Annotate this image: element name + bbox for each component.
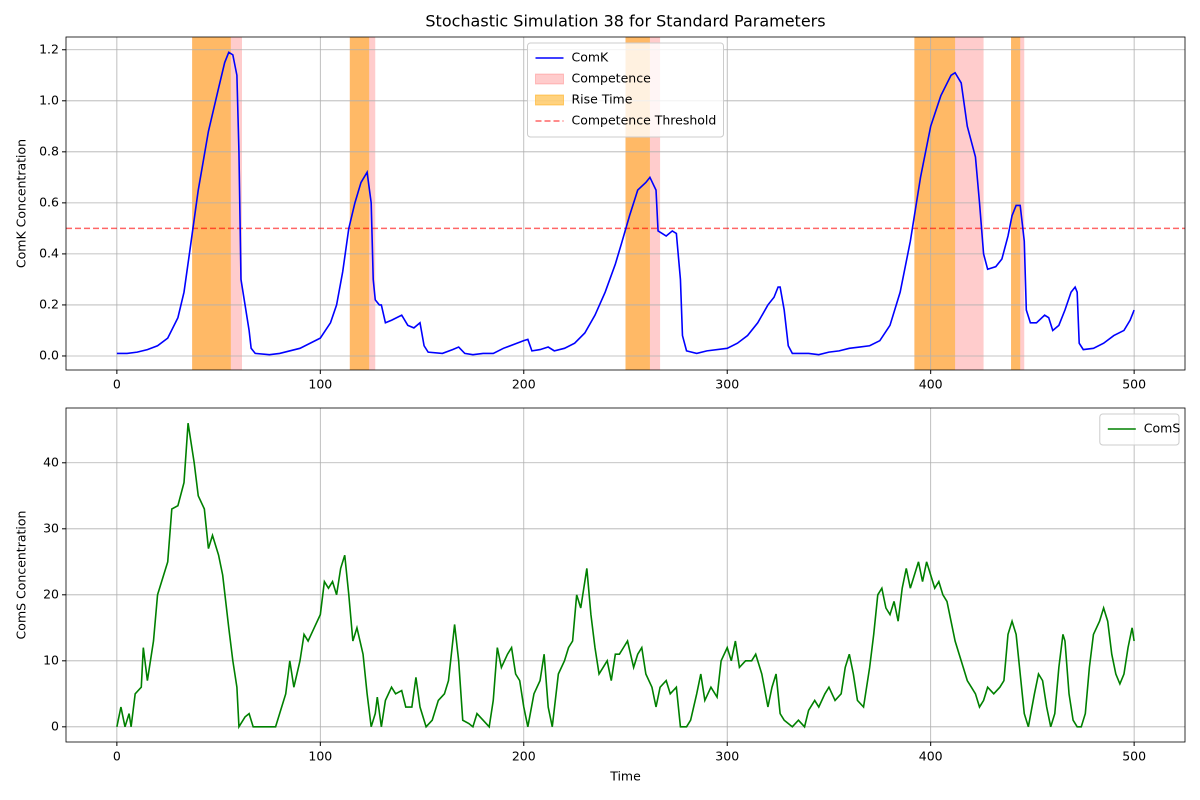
- x-tick-label: 0: [113, 749, 121, 764]
- y-tick-label: 1.0: [39, 92, 59, 107]
- band: [349, 37, 370, 370]
- axes-frame: [65, 36, 1186, 371]
- y-tick-label: 0.2: [39, 296, 59, 311]
- x-tick-label: 100: [308, 749, 332, 764]
- legend-box: [527, 42, 724, 138]
- legend-label: Rise Time: [572, 92, 633, 107]
- x-tick-label: 500: [1122, 749, 1146, 764]
- legend-label: Competence: [572, 71, 652, 86]
- band: [192, 37, 231, 370]
- legend-label: ComK: [572, 50, 610, 65]
- band: [1011, 37, 1021, 370]
- y-tick-label: 10: [43, 652, 59, 667]
- y-tick-label: 30: [43, 520, 59, 535]
- legend-swatch: [535, 73, 564, 85]
- legend-box: [1099, 413, 1180, 446]
- y-tick-label: 0.6: [39, 194, 59, 209]
- x-tick-label: 0: [113, 377, 121, 392]
- x-axis-label: Time: [609, 769, 641, 784]
- x-tick-label: 400: [919, 749, 943, 764]
- y-tick-label: 0: [51, 718, 59, 733]
- y-axis-label: ComK Concentration: [14, 139, 29, 268]
- chart-title: Stochastic Simulation 38 for Standard Pa…: [425, 12, 825, 31]
- x-tick-label: 100: [308, 377, 332, 392]
- x-tick-label: 300: [715, 377, 739, 392]
- y-axis-label: ComS Concentration: [14, 511, 29, 640]
- y-tick-label: 40: [43, 454, 59, 469]
- y-tick-label: 1.2: [39, 41, 59, 56]
- y-tick-label: 0.8: [39, 143, 59, 158]
- y-tick-label: 20: [43, 586, 59, 601]
- legend-label: Competence Threshold: [572, 113, 717, 128]
- axes-frame: [65, 407, 1186, 743]
- y-tick-label: 0.4: [39, 245, 59, 260]
- legend-swatch: [535, 94, 564, 106]
- x-tick-label: 200: [512, 377, 536, 392]
- y-tick-label: 0.0: [39, 347, 59, 362]
- legend-label: ComS: [1144, 421, 1181, 436]
- band: [914, 37, 956, 370]
- x-tick-label: 300: [715, 749, 739, 764]
- x-tick-label: 200: [512, 749, 536, 764]
- data-line: [116, 423, 1135, 730]
- data-line: [116, 51, 1135, 356]
- x-tick-label: 400: [919, 377, 943, 392]
- x-tick-label: 500: [1122, 377, 1146, 392]
